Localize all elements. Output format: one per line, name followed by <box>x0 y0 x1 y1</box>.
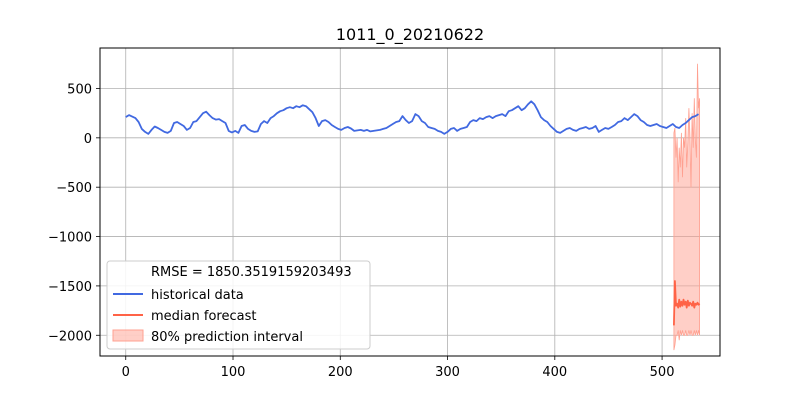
historical-data-line <box>125 100 699 135</box>
legend-median-label: median forecast <box>151 309 256 324</box>
legend-rmse-text: RMSE = 1850.3519159203493 <box>151 265 352 280</box>
legend: RMSE = 1850.3519159203493 historical dat… <box>106 260 371 350</box>
y-tick-label: −1000 <box>48 231 92 246</box>
chart-title: 1011_0_20210622 <box>336 25 484 45</box>
y-tick-label: 0 <box>84 132 92 147</box>
x-tick-label: 100 <box>221 365 246 380</box>
grid <box>100 48 720 356</box>
x-tick-label: 300 <box>435 365 460 380</box>
legend-interval-label: 80% prediction interval <box>151 330 303 345</box>
y-tick-label: −500 <box>56 181 92 196</box>
y-tick-label: 500 <box>67 82 92 97</box>
y-tick-label: −2000 <box>48 329 92 344</box>
prediction-interval-area <box>673 63 700 351</box>
y-tick-label: −1500 <box>48 280 92 295</box>
y-axis-ticks: 500 0 −500 −1000 −1500 −2000 <box>48 82 100 344</box>
x-tick-label: 0 <box>122 365 130 380</box>
x-tick-label: 200 <box>328 365 353 380</box>
x-tick-label: 500 <box>650 365 675 380</box>
plot-frame <box>99 47 721 357</box>
x-tick-label: 400 <box>542 365 567 380</box>
legend-interval-swatch <box>112 329 144 342</box>
prediction-interval-band <box>673 63 700 351</box>
median-forecast-line <box>673 280 701 326</box>
x-axis-ticks: 0 100 200 300 400 500 <box>122 356 675 380</box>
legend-box <box>106 260 371 350</box>
series-lines <box>125 100 701 326</box>
legend-historical-label: historical data <box>151 288 244 303</box>
